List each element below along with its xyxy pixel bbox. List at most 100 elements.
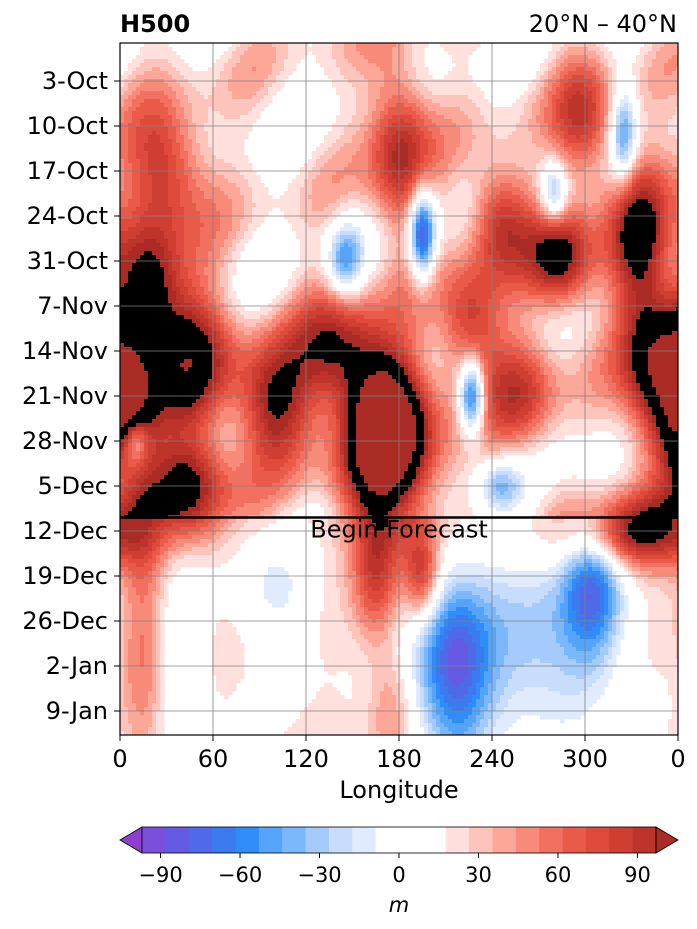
heatmap-cell xyxy=(344,159,349,164)
heatmap-cell xyxy=(344,91,349,96)
heatmap-cell xyxy=(536,171,541,176)
heatmap-cell xyxy=(412,163,417,168)
heatmap-cell xyxy=(240,199,245,204)
heatmap-cell xyxy=(604,111,609,116)
heatmap-cell xyxy=(480,147,485,152)
heatmap-cell xyxy=(212,63,217,68)
heatmap-cell xyxy=(200,159,205,164)
heatmap-cell xyxy=(300,55,305,60)
heatmap-cell xyxy=(416,155,421,160)
heatmap-cell xyxy=(508,183,513,188)
heatmap-cell xyxy=(384,67,389,72)
heatmap-cell xyxy=(448,43,453,48)
heatmap-cell xyxy=(364,159,369,164)
heatmap-cell xyxy=(156,75,161,80)
heatmap-cell xyxy=(588,179,593,184)
heatmap-cell xyxy=(652,203,657,208)
heatmap-cell xyxy=(560,99,565,104)
heatmap-cell xyxy=(440,199,445,204)
heatmap-cell xyxy=(500,187,505,192)
heatmap-cell xyxy=(532,175,537,180)
heatmap-cell xyxy=(676,207,678,212)
heatmap-cell xyxy=(164,95,169,100)
heatmap-cell xyxy=(556,67,561,72)
heatmap-cell xyxy=(436,187,441,192)
heatmap-cell xyxy=(424,155,429,160)
heatmap-cell xyxy=(380,167,385,172)
heatmap-cell xyxy=(588,131,593,136)
heatmap-cell xyxy=(220,203,225,208)
heatmap-cell xyxy=(640,119,645,124)
heatmap-cell xyxy=(484,155,489,160)
heatmap-cell xyxy=(340,51,345,56)
heatmap-cell xyxy=(376,75,381,80)
heatmap-cell xyxy=(164,191,169,196)
heatmap-cell xyxy=(520,187,525,192)
heatmap-cell xyxy=(476,123,481,128)
heatmap-cell xyxy=(432,87,437,92)
heatmap-cell xyxy=(228,155,233,160)
heatmap-cell xyxy=(324,175,329,180)
heatmap-cell xyxy=(192,179,197,184)
heatmap-cell xyxy=(344,67,349,72)
heatmap-cell xyxy=(376,155,381,160)
heatmap-cell xyxy=(324,55,329,60)
heatmap-cell xyxy=(460,91,465,96)
heatmap-cell xyxy=(600,179,605,184)
heatmap-cell xyxy=(668,111,673,116)
heatmap-cell xyxy=(364,175,369,180)
heatmap-cell xyxy=(460,111,465,116)
heatmap-cell xyxy=(480,211,485,216)
heatmap-cell xyxy=(172,191,177,196)
heatmap-cell xyxy=(336,171,341,176)
heatmap-cell xyxy=(516,99,521,104)
heatmap-cell xyxy=(344,135,349,140)
heatmap-cell xyxy=(140,47,145,52)
heatmap-cell xyxy=(224,159,229,164)
heatmap-cell xyxy=(536,207,541,212)
heatmap-cell xyxy=(404,195,409,200)
heatmap-cell xyxy=(188,99,193,104)
heatmap-cell xyxy=(144,203,149,208)
heatmap-cell xyxy=(600,159,605,164)
heatmap-cell xyxy=(248,207,253,212)
heatmap-cell xyxy=(176,103,181,108)
heatmap-cell xyxy=(204,207,209,212)
heatmap-cell xyxy=(204,175,209,180)
heatmap-cell xyxy=(248,95,253,100)
heatmap-cell xyxy=(512,151,517,156)
heatmap-cell xyxy=(488,167,493,172)
heatmap-cell xyxy=(264,67,269,72)
heatmap-cell xyxy=(336,127,341,132)
heatmap-cell xyxy=(416,43,421,48)
heatmap-cell xyxy=(164,211,169,216)
heatmap-cell xyxy=(676,51,678,56)
heatmap-cell xyxy=(204,183,209,188)
heatmap-cell xyxy=(640,51,645,56)
heatmap-cell xyxy=(596,183,601,188)
heatmap-cell xyxy=(468,183,473,188)
heatmap-cell xyxy=(332,131,337,136)
heatmap-cell xyxy=(544,115,549,120)
heatmap-cell xyxy=(200,203,205,208)
heatmap-cell xyxy=(240,67,245,72)
heatmap-cell xyxy=(552,179,557,184)
heatmap-cell xyxy=(468,167,473,172)
heatmap-cell xyxy=(672,187,677,192)
heatmap-cell xyxy=(440,111,445,116)
heatmap-cell xyxy=(416,47,421,52)
heatmap-cell xyxy=(164,139,169,144)
heatmap-cell xyxy=(260,191,265,196)
heatmap-cell xyxy=(156,127,161,132)
heatmap-cell xyxy=(132,159,137,164)
heatmap-cell xyxy=(456,75,461,80)
heatmap-cell xyxy=(348,43,353,48)
heatmap-cell xyxy=(568,103,573,108)
heatmap-cell xyxy=(216,115,221,120)
heatmap-cell xyxy=(380,95,385,100)
heatmap-cell xyxy=(460,115,465,120)
heatmap-cell xyxy=(296,187,301,192)
heatmap-cell xyxy=(644,47,649,52)
heatmap-cell xyxy=(664,111,669,116)
heatmap-cell xyxy=(560,155,565,160)
